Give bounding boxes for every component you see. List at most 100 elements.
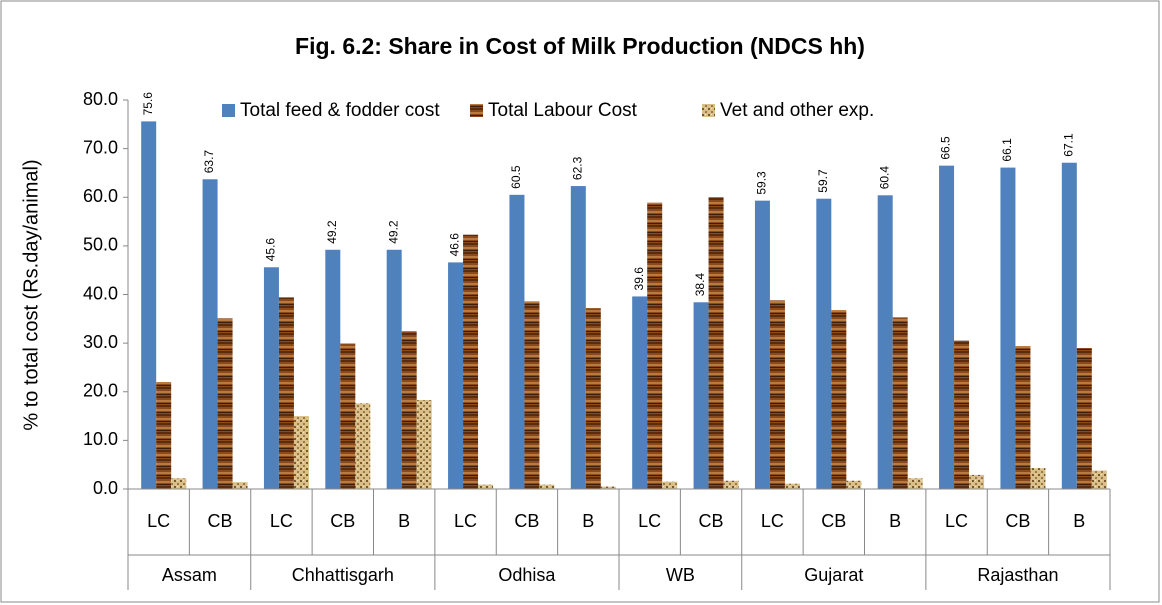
bar	[478, 484, 494, 489]
y-tick-label: 50.0	[83, 235, 118, 255]
bar	[846, 480, 862, 489]
bar	[693, 302, 709, 489]
legend-swatch	[702, 104, 715, 117]
data-label: 49.2	[325, 220, 339, 244]
bar	[585, 308, 601, 489]
bar	[954, 340, 970, 489]
x-tick-label: CB	[208, 511, 233, 531]
bar	[416, 400, 432, 489]
bar	[156, 382, 172, 489]
bar	[509, 194, 525, 489]
data-label: 59.3	[755, 171, 769, 195]
data-label: 66.1	[1000, 138, 1014, 162]
bar	[448, 262, 464, 489]
x-tick-label: B	[889, 511, 901, 531]
legend-label: Total feed & fodder cost	[240, 100, 440, 121]
bar	[386, 249, 402, 489]
y-tick-label: 40.0	[83, 283, 118, 303]
data-label: 39.6	[632, 267, 646, 291]
bar	[1000, 167, 1016, 489]
x-tick-label: LC	[147, 511, 170, 531]
x-tick-label: CB	[330, 511, 355, 531]
data-label: 66.5	[939, 136, 953, 160]
y-tick-label: 20.0	[83, 381, 118, 401]
chart-title: Fig. 6.2: Share in Cost of Milk Producti…	[295, 33, 865, 59]
x-tick-label: LC	[761, 511, 784, 531]
bar	[325, 249, 341, 489]
bar	[600, 486, 616, 489]
bar	[217, 318, 233, 489]
bar	[769, 300, 785, 489]
group-label: Gujarat	[804, 565, 863, 585]
bar	[1061, 162, 1077, 489]
legend-swatch	[470, 104, 483, 117]
data-label: 60.5	[509, 165, 523, 189]
y-tick-label: 30.0	[83, 332, 118, 352]
x-tick-label: B	[1073, 511, 1085, 531]
data-label: 49.2	[386, 220, 400, 244]
y-tick-label: 70.0	[83, 137, 118, 157]
bar	[539, 484, 555, 489]
y-tick-label: 60.0	[83, 186, 118, 206]
bar	[278, 297, 294, 489]
group-label: Assam	[162, 565, 217, 585]
bar	[708, 197, 724, 489]
bar	[171, 478, 187, 489]
group-label: Odhisa	[498, 565, 556, 585]
bar	[401, 331, 417, 489]
bar	[831, 310, 847, 489]
bar	[939, 165, 955, 490]
bar	[784, 483, 800, 489]
bar	[632, 296, 648, 489]
x-tick-label: LC	[638, 511, 661, 531]
x-tick-label: CB	[514, 511, 539, 531]
data-label: 75.6	[141, 92, 155, 116]
data-label: 63.7	[202, 150, 216, 174]
x-tick-label: CB	[699, 511, 724, 531]
bar	[263, 267, 279, 489]
bar	[141, 121, 157, 490]
x-tick-label: CB	[821, 511, 846, 531]
bar	[723, 480, 739, 489]
bar	[647, 202, 663, 489]
group-label: Rajasthan	[977, 565, 1058, 585]
bar	[662, 481, 678, 489]
bar	[877, 195, 893, 489]
y-tick-label: 0.0	[93, 478, 118, 498]
bar	[355, 403, 371, 489]
group-label: Chhattisgarh	[292, 565, 394, 585]
data-label: 67.1	[1061, 133, 1075, 157]
legend-label: Total Labour Cost	[488, 100, 638, 121]
bar	[892, 317, 908, 489]
bar	[754, 200, 770, 489]
bar	[907, 478, 923, 489]
bar	[969, 474, 985, 489]
data-label: 45.6	[264, 238, 278, 262]
bar	[202, 179, 218, 490]
bar	[816, 198, 832, 490]
group-label: WB	[666, 565, 695, 585]
bar	[524, 301, 540, 489]
x-tick-label: LC	[945, 511, 968, 531]
data-label: 59.7	[816, 169, 830, 193]
x-tick-label: LC	[454, 511, 477, 531]
x-tick-label: CB	[1005, 511, 1030, 531]
bar	[463, 234, 479, 489]
x-tick-label: B	[398, 511, 410, 531]
data-label: 60.4	[877, 166, 891, 190]
bar	[232, 482, 248, 489]
bar	[293, 416, 309, 489]
legend-swatch	[222, 104, 235, 117]
data-label: 38.4	[693, 273, 707, 297]
x-tick-label: B	[582, 511, 594, 531]
data-label: 46.6	[448, 233, 462, 257]
bar	[340, 343, 356, 489]
bar	[1091, 470, 1107, 489]
x-tick-label: LC	[270, 511, 293, 531]
bar	[570, 186, 586, 489]
y-tick-label: 80.0	[83, 89, 118, 109]
bar	[1030, 468, 1046, 489]
bar	[1076, 347, 1092, 489]
data-label: 62.3	[570, 156, 584, 180]
